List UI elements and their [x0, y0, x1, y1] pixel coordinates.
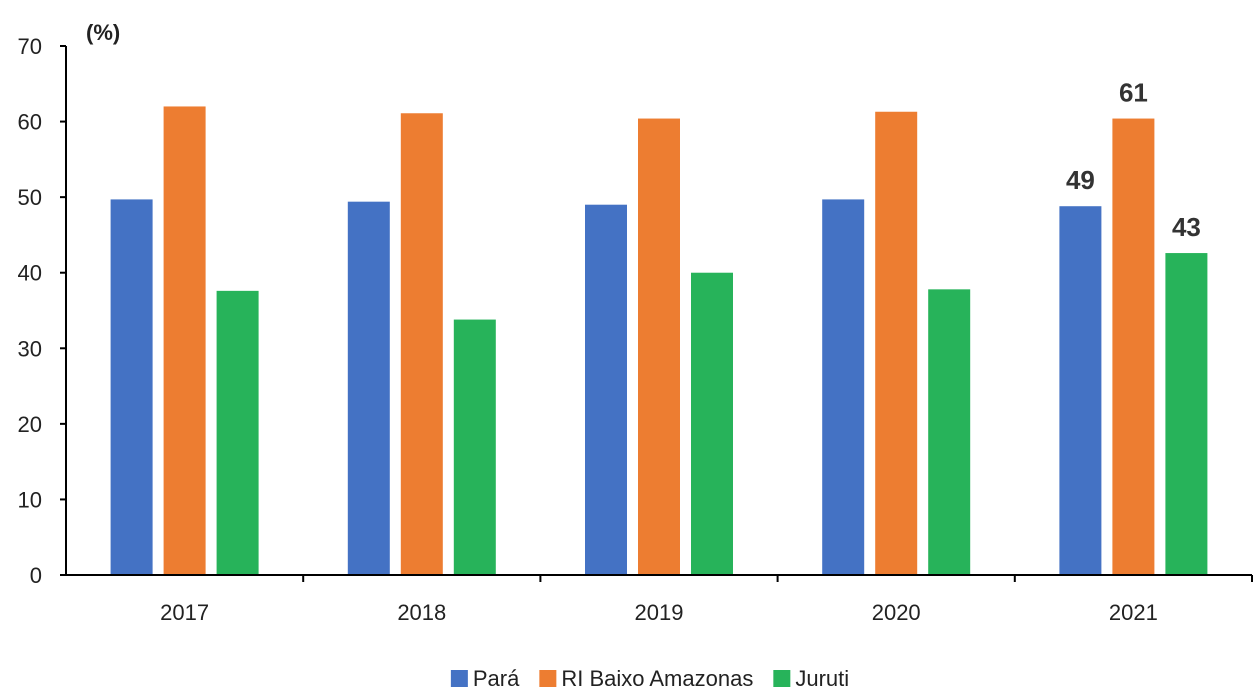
legend: Pará RI Baixo Amazonas Juruti [450, 666, 849, 691]
legend-label: Juruti [795, 666, 849, 691]
bar-2019-par- [585, 204, 627, 575]
data-label: 49 [1066, 165, 1095, 195]
x-tick-label: 2021 [1109, 600, 1158, 625]
y-tick-label: 20 [18, 412, 42, 437]
legend-swatch [450, 670, 468, 687]
bars [110, 106, 1208, 576]
legend-swatch [773, 670, 791, 687]
bar-2019-ri-baixo-amazonas [638, 118, 680, 575]
y-tick-label: 60 [18, 110, 42, 135]
x-axis: 2017 2018 2019 2020 2021 [66, 574, 1253, 625]
y-tick-label: 10 [18, 487, 42, 512]
bar-2018-ri-baixo-amazonas [400, 113, 443, 575]
bar-2021-juruti [1165, 253, 1208, 575]
y-tick-label: 50 [18, 185, 42, 210]
x-tick-label: 2020 [872, 600, 921, 625]
legend-label: Pará [473, 666, 520, 691]
y-tick-label: 40 [18, 261, 42, 286]
bar-2017-ri-baixo-amazonas [163, 106, 206, 575]
y-tick-label: 30 [18, 336, 42, 361]
bar-2018-juruti [453, 319, 496, 575]
bar-2019-juruti [691, 272, 733, 575]
legend-label: RI Baixo Amazonas [561, 666, 753, 691]
bar-2021-par- [1059, 206, 1102, 575]
bar-2018-par- [347, 201, 390, 576]
y-tick-label: 70 [18, 34, 42, 59]
bar-2020-juruti [928, 289, 971, 575]
y-axis: 0 10 20 30 40 50 60 70 [18, 34, 67, 588]
bar-2020-ri-baixo-amazonas [875, 111, 918, 576]
data-labels: 49 61 43 [1066, 78, 1201, 243]
bar-2021-ri-baixo-amazonas [1112, 118, 1155, 575]
bar-2020-par- [822, 199, 865, 575]
y-unit-label: (%) [86, 20, 120, 45]
bar-2017-par- [110, 199, 153, 575]
data-label: 61 [1119, 78, 1148, 108]
x-tick-label: 2019 [635, 600, 684, 625]
legend-swatch [539, 670, 557, 687]
x-tick-label: 2018 [397, 600, 446, 625]
y-tick-label: 0 [30, 563, 42, 588]
data-label: 43 [1172, 212, 1201, 242]
bar-2017-juruti [216, 290, 259, 575]
x-tick-label: 2017 [160, 600, 209, 625]
